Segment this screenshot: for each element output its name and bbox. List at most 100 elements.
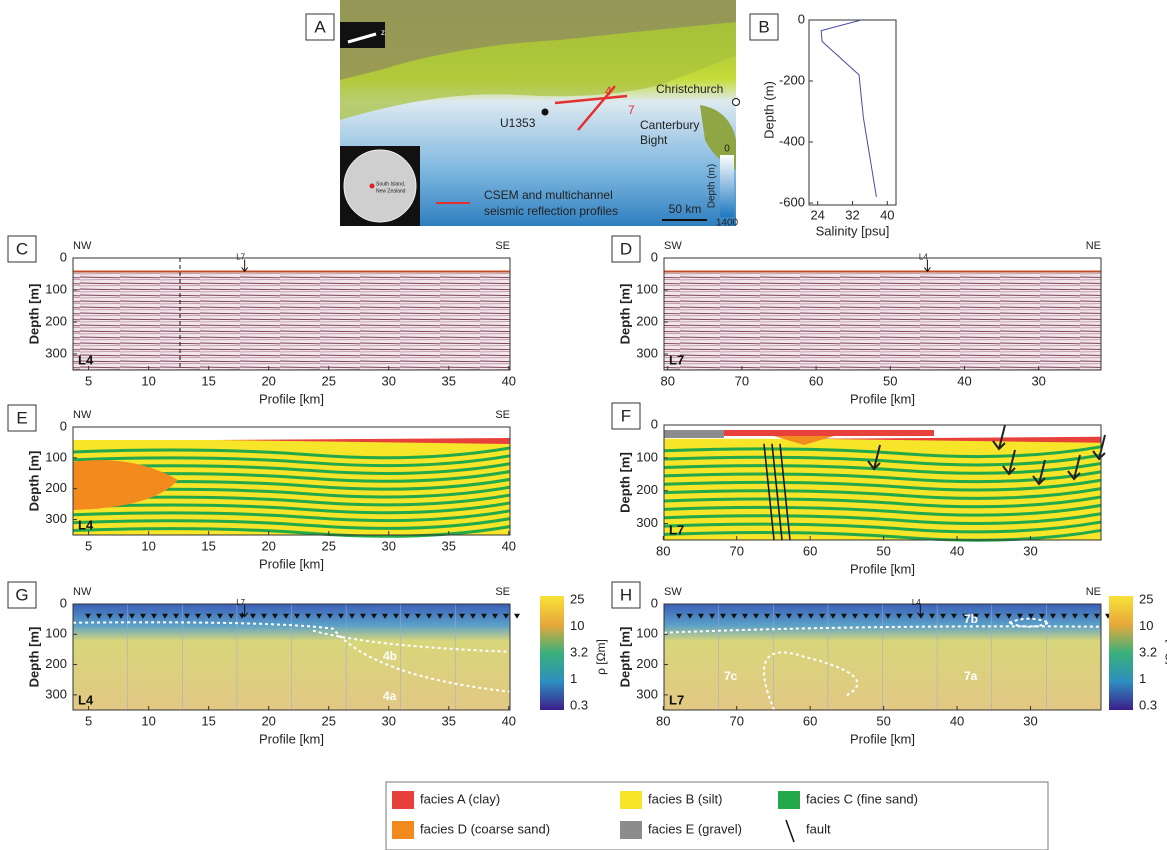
- zone-label: 4a: [383, 689, 397, 703]
- fault: [779, 443, 791, 541]
- station: [173, 613, 179, 619]
- station: [1050, 613, 1056, 619]
- colorbar-tick-label: 25: [1139, 591, 1153, 606]
- crossing-arrow: [241, 604, 249, 618]
- facies-c-layer: [663, 512, 1102, 525]
- colorbar-tick-label: 0.3: [1139, 697, 1157, 712]
- north-label: z: [381, 28, 385, 37]
- facies-c-layer: [72, 446, 511, 460]
- panel-letter: D: [620, 239, 632, 258]
- x-axis-label: Profile [km]: [850, 391, 915, 406]
- zone-boundary: [312, 629, 511, 653]
- station: [753, 613, 759, 619]
- x-tick-label: 5: [85, 713, 92, 728]
- station: [404, 613, 410, 619]
- zone-boundary: [663, 625, 1102, 634]
- profile-4: [554, 94, 628, 105]
- colorbar-tick-label: 1: [1139, 671, 1146, 686]
- depth-tick: 1400: [716, 218, 739, 229]
- station: [415, 613, 421, 619]
- y-tick-label: 100: [636, 281, 658, 296]
- place-label: Bight: [640, 133, 668, 147]
- depth-tick: 0: [724, 144, 730, 155]
- line-label: L4: [78, 692, 94, 707]
- station: [261, 613, 267, 619]
- x-tick-label: 40: [950, 713, 964, 728]
- nz-marker: [369, 183, 375, 189]
- station: [437, 613, 443, 619]
- x-tick-label: 32: [845, 207, 859, 222]
- x-tick-label: 80: [656, 713, 670, 728]
- station: [984, 613, 990, 619]
- arrow: [1067, 454, 1081, 481]
- station: [775, 613, 781, 619]
- facies-c-layer: [663, 528, 1102, 542]
- inset-label: South Island,: [376, 181, 405, 187]
- profile-label: 7: [628, 103, 635, 117]
- x-tick-label: 20: [261, 713, 275, 728]
- station: [786, 613, 792, 619]
- panel-letter: C: [16, 239, 28, 258]
- station: [808, 613, 814, 619]
- x-tick-label: 10: [141, 538, 155, 553]
- scale-label: 50 km: [669, 202, 702, 216]
- plot-frame: [72, 426, 511, 536]
- station: [841, 613, 847, 619]
- city-dot: [732, 98, 740, 106]
- station: [151, 613, 157, 619]
- station: [1017, 613, 1023, 619]
- panel-letter-box: [7, 581, 37, 609]
- y-axis-label: Depth [m]: [617, 627, 632, 688]
- x-tick-label: 60: [809, 373, 823, 388]
- legend-label: facies E (gravel): [648, 821, 742, 836]
- facies-c-layer: [72, 525, 511, 538]
- station: [720, 613, 726, 619]
- facies-a: [217, 437, 510, 444]
- station: [294, 613, 300, 619]
- x-axis-label: Profile [km]: [850, 731, 915, 746]
- place-label: Canterbury: [640, 118, 699, 132]
- facies-c-layer: [72, 501, 511, 515]
- y-tick-label: 100: [45, 626, 67, 641]
- crossing-label: L7: [236, 598, 245, 607]
- station: [742, 613, 748, 619]
- y-tick-label: 0: [651, 595, 658, 610]
- facies-c-layer: [663, 453, 1102, 467]
- water: [73, 258, 510, 272]
- panel-letter-box: [7, 235, 37, 263]
- facies-c-layer: [663, 487, 1102, 500]
- panel-letter: A: [314, 17, 326, 36]
- north-box: [340, 22, 385, 48]
- legend-label: facies D (coarse sand): [420, 821, 550, 836]
- station: [217, 613, 223, 619]
- x-tick-label: 10: [141, 713, 155, 728]
- y-tick-label: -400: [779, 133, 805, 148]
- plot-frame: [808, 19, 897, 206]
- y-tick-label: -600: [779, 194, 805, 209]
- colorbar-tick-label: 1: [570, 671, 577, 686]
- x-tick-label: 35: [442, 373, 456, 388]
- panel-letter-box: [305, 13, 335, 41]
- x-tick-label: 50: [883, 373, 897, 388]
- station: [250, 613, 256, 619]
- y-tick-label: 100: [636, 449, 658, 464]
- station: [962, 613, 968, 619]
- station: [327, 613, 333, 619]
- station: [830, 613, 836, 619]
- panel-letter-box: [749, 13, 779, 41]
- y-tick-label: 200: [636, 313, 658, 328]
- x-tick-label: 15: [201, 713, 215, 728]
- station: [316, 613, 322, 619]
- station: [118, 613, 124, 619]
- banks-peninsula: [700, 105, 736, 170]
- colorbar: [1109, 596, 1133, 710]
- panel-letter-box: [7, 404, 37, 432]
- station: [85, 613, 91, 619]
- station: [195, 613, 201, 619]
- zone-label: 4b: [383, 649, 397, 663]
- y-tick-label: 200: [45, 656, 67, 671]
- x-tick-label: 70: [729, 713, 743, 728]
- y-axis-label: Depth [m]: [617, 284, 632, 345]
- panel-content: [72, 604, 520, 710]
- x-axis-label: Profile [km]: [259, 731, 324, 746]
